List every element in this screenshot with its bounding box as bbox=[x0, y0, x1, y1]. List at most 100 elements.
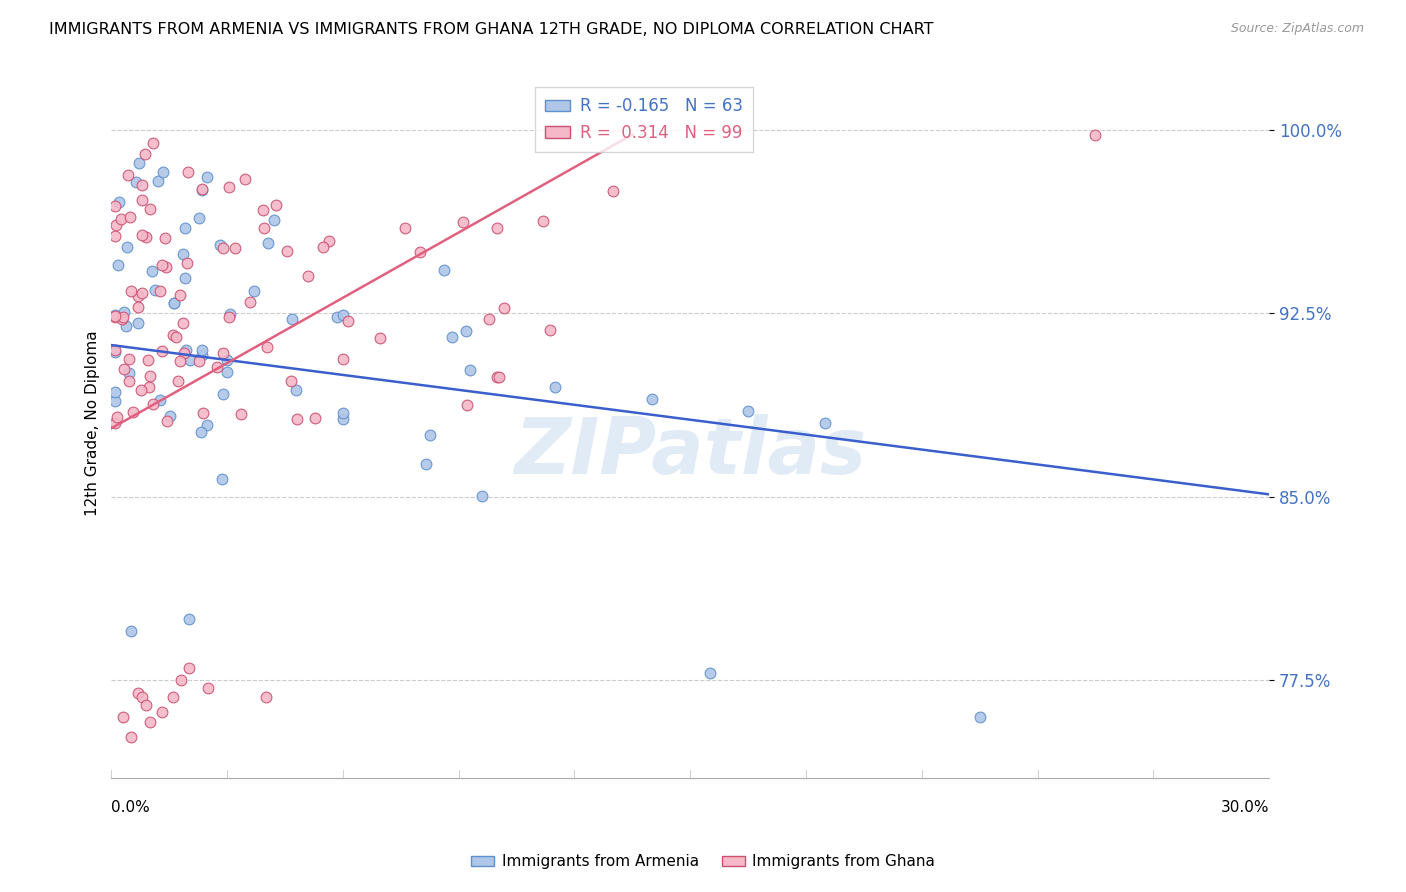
Point bbox=[162, 690, 184, 705]
Point bbox=[191, 348, 214, 362]
Point bbox=[150, 258, 173, 272]
Point bbox=[163, 296, 186, 310]
Point bbox=[640, 392, 662, 406]
Text: 30.0%: 30.0% bbox=[1220, 800, 1270, 815]
Point bbox=[252, 202, 274, 217]
Point bbox=[174, 220, 197, 235]
Point bbox=[104, 417, 127, 431]
Point bbox=[165, 330, 187, 344]
Point bbox=[304, 411, 326, 425]
Point bbox=[131, 690, 153, 705]
Point bbox=[814, 417, 837, 431]
Point bbox=[173, 346, 195, 360]
Point bbox=[117, 366, 139, 380]
Point bbox=[281, 311, 304, 326]
Point bbox=[122, 405, 145, 419]
Point bbox=[149, 393, 172, 408]
Point bbox=[211, 472, 233, 486]
Point bbox=[219, 307, 242, 321]
Point bbox=[415, 457, 437, 471]
Point bbox=[104, 309, 127, 323]
Point bbox=[136, 353, 159, 368]
Point bbox=[104, 310, 127, 324]
Point bbox=[155, 260, 177, 275]
Point bbox=[699, 665, 721, 680]
Point bbox=[112, 305, 135, 319]
Point bbox=[127, 685, 149, 699]
Point bbox=[486, 220, 509, 235]
Point bbox=[105, 409, 128, 424]
Point bbox=[478, 312, 501, 326]
Point bbox=[117, 239, 139, 253]
Point bbox=[179, 353, 201, 368]
Point bbox=[233, 172, 256, 186]
Point bbox=[191, 183, 214, 197]
Point bbox=[150, 705, 173, 719]
Point bbox=[176, 165, 198, 179]
Point bbox=[174, 343, 197, 358]
Point bbox=[156, 413, 179, 427]
Point bbox=[257, 235, 280, 250]
Point bbox=[131, 178, 153, 192]
Point bbox=[285, 411, 308, 425]
Point bbox=[135, 230, 157, 244]
Point bbox=[488, 370, 510, 384]
Point bbox=[195, 417, 218, 432]
Point bbox=[211, 240, 233, 254]
Point bbox=[188, 211, 211, 225]
Point bbox=[143, 283, 166, 297]
Point bbox=[127, 289, 149, 303]
Point bbox=[1084, 128, 1107, 142]
Point bbox=[169, 354, 191, 368]
Point bbox=[170, 673, 193, 688]
Point bbox=[433, 262, 456, 277]
Point bbox=[454, 324, 477, 338]
Point bbox=[191, 406, 214, 420]
Point bbox=[312, 240, 335, 254]
Point bbox=[131, 228, 153, 243]
Point bbox=[191, 343, 214, 358]
Point bbox=[264, 198, 287, 212]
Point bbox=[169, 287, 191, 301]
Point bbox=[471, 489, 494, 503]
Point bbox=[224, 241, 246, 255]
Point bbox=[215, 352, 238, 367]
Point bbox=[104, 384, 127, 399]
Point bbox=[112, 361, 135, 376]
Point bbox=[131, 286, 153, 301]
Point bbox=[212, 387, 235, 401]
Point bbox=[177, 661, 200, 675]
Point bbox=[118, 374, 141, 388]
Point bbox=[120, 285, 142, 299]
Point bbox=[111, 310, 134, 324]
Point bbox=[104, 199, 127, 213]
Point bbox=[134, 147, 156, 161]
Point bbox=[456, 398, 478, 412]
Point bbox=[104, 343, 127, 357]
Point bbox=[332, 308, 354, 322]
Point bbox=[149, 285, 172, 299]
Point bbox=[148, 174, 170, 188]
Point bbox=[104, 218, 127, 232]
Point bbox=[394, 221, 416, 235]
Point bbox=[128, 155, 150, 169]
Point bbox=[110, 212, 132, 227]
Point bbox=[131, 193, 153, 207]
Point bbox=[969, 710, 991, 724]
Point bbox=[602, 184, 624, 198]
Point bbox=[107, 258, 129, 272]
Point bbox=[117, 168, 139, 182]
Point bbox=[218, 310, 240, 324]
Point bbox=[243, 285, 266, 299]
Point bbox=[280, 374, 302, 388]
Point bbox=[337, 314, 360, 328]
Point bbox=[284, 383, 307, 397]
Point bbox=[486, 370, 509, 384]
Point bbox=[172, 246, 194, 260]
Point bbox=[332, 352, 354, 367]
Point bbox=[737, 404, 759, 418]
Point bbox=[368, 331, 391, 345]
Point bbox=[172, 316, 194, 330]
Point bbox=[114, 319, 136, 334]
Point bbox=[120, 210, 142, 224]
